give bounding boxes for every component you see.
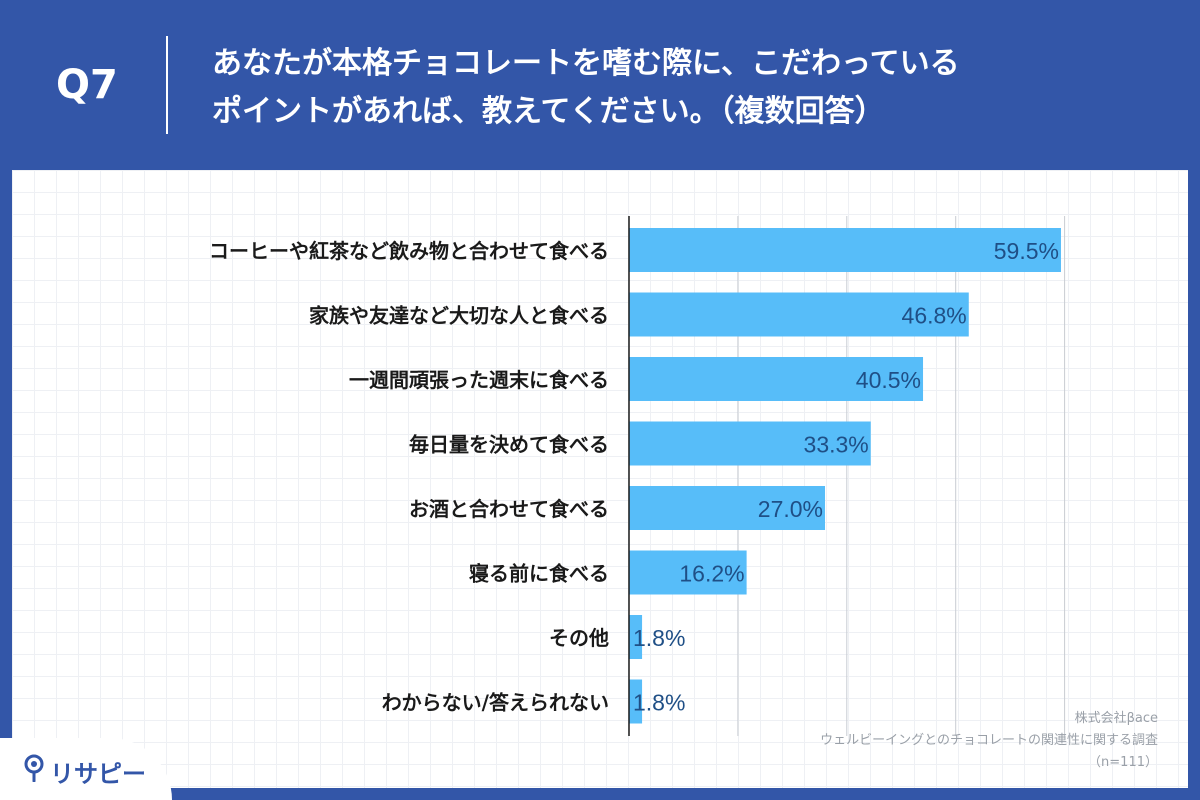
source-company: 株式会社βace <box>1074 711 1158 726</box>
question-title-line-1: あなたが本格チョコレートを嗜む際に、こだわっている <box>212 46 960 81</box>
source-sample: （n=111） <box>1088 755 1158 770</box>
question-title-line-2: ポイントがあれば、教えてください。（複数回答） <box>212 94 885 129</box>
pin-icon <box>24 754 44 782</box>
category-label: 寝る前に食べる <box>469 562 609 586</box>
chart-panel <box>12 170 1188 788</box>
category-label: お酒と合わせて食べる <box>409 497 609 521</box>
value-label: 1.8% <box>633 625 685 651</box>
value-label: 1.8% <box>633 690 685 716</box>
source-survey: ウェルビーイングとのチョコレートの関連性に関する調査 <box>820 733 1158 748</box>
value-label: 16.2% <box>679 561 744 587</box>
bar <box>629 292 969 337</box>
value-label: 27.0% <box>758 496 823 522</box>
category-label: コーヒーや紅茶など飲み物と合わせて食べる <box>209 239 609 263</box>
category-label: その他 <box>549 626 609 650</box>
value-label: 40.5% <box>856 367 921 393</box>
bar <box>629 679 643 724</box>
bar <box>629 357 924 401</box>
bar <box>629 421 871 466</box>
header: Q7 あなたが本格チョコレートを嗜む際に、こだわっている ポイントがあれば、教え… <box>0 0 1200 168</box>
bar <box>629 615 643 659</box>
value-label: 59.5% <box>994 238 1059 264</box>
category-label: 一週間頑張った週末に食べる <box>349 368 609 392</box>
value-label: 46.8% <box>902 303 967 329</box>
bar <box>629 550 747 595</box>
brand-logo: リサピー <box>0 738 172 800</box>
bar <box>629 486 826 530</box>
question-title: あなたが本格チョコレートを嗜む際に、こだわっている ポイントがあれば、教えてくだ… <box>212 40 1172 136</box>
category-label: 毎日量を決めて食べる <box>409 433 609 457</box>
brand-logo-text: リサピー <box>50 760 146 788</box>
question-number: Q7 <box>56 62 118 108</box>
header-divider <box>166 36 168 134</box>
source-note: 株式会社βace ウェルビーイングとのチョコレートの関連性に関する調査 （n=1… <box>638 708 1158 774</box>
bar <box>629 228 1061 272</box>
category-label: わからない/答えられない <box>382 691 609 715</box>
category-label: 家族や友達など大切な人と食べる <box>309 304 609 328</box>
value-label: 33.3% <box>804 432 869 458</box>
